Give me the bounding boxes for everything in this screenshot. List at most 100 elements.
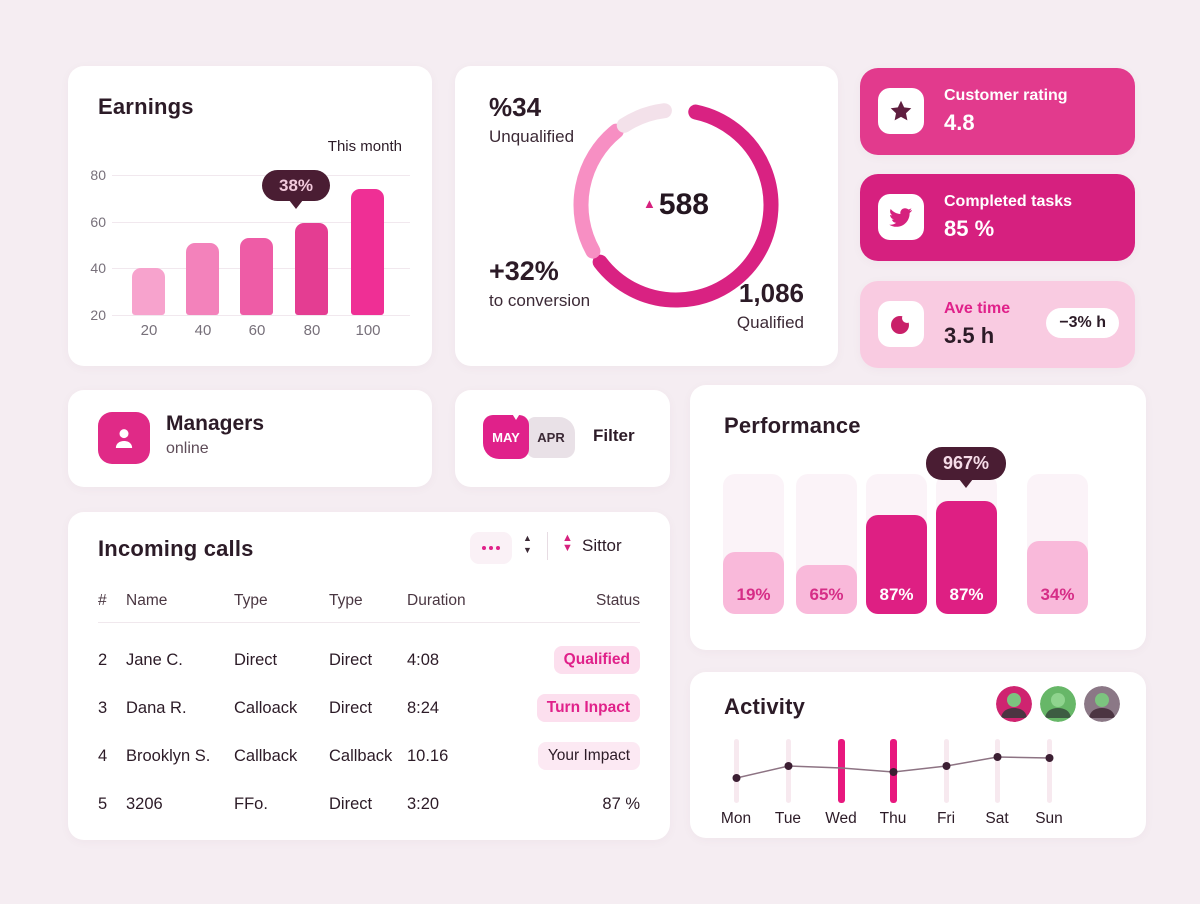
- earnings-legend: This month: [327, 138, 402, 155]
- performance-card: Performance 19% 65% 87% 87% 34% 967%: [690, 385, 1146, 650]
- performance-bar: 87%: [936, 500, 997, 614]
- sort-icon[interactable]: ▲ ▼: [562, 532, 573, 554]
- performance-tooltip: 967%: [926, 447, 1006, 488]
- cell-name: Dana R.: [126, 698, 187, 717]
- col-status: Status: [596, 592, 640, 609]
- divider: [547, 532, 548, 560]
- status-badge: Qualified: [553, 646, 640, 674]
- table-row[interactable]: 4 Brooklyn S. Callback Callback 10.16 Yo…: [98, 732, 640, 780]
- cell-duration: 8:24: [407, 698, 440, 717]
- bar-label: 87%: [949, 585, 984, 604]
- earnings-bar: [132, 268, 165, 315]
- cell-duration: 10.16: [407, 746, 449, 765]
- qualified-label: Qualified: [736, 313, 804, 332]
- tooltip-tail: [289, 200, 303, 209]
- managers-card: Managers online: [68, 390, 432, 487]
- day-label: Tue: [774, 810, 802, 827]
- day-label: Fri: [936, 810, 956, 827]
- managers-title: Managers: [166, 412, 265, 435]
- team-avatars: [996, 686, 1120, 722]
- conversion-label: to conversion: [489, 291, 591, 310]
- day-label: Sun: [1035, 810, 1063, 827]
- unqualified-value: %34: [489, 92, 542, 122]
- bar-label: 87%: [879, 585, 914, 604]
- sort-label[interactable]: Sittor: [582, 536, 622, 555]
- cell-type1: Callback: [234, 746, 298, 765]
- divider: [98, 622, 640, 623]
- earnings-title: Earnings: [98, 94, 194, 119]
- x-axis-tick: 20: [140, 322, 158, 339]
- performance-title: Performance: [724, 413, 861, 438]
- filter-tab-may[interactable]: MAY: [483, 412, 529, 459]
- unqualified-label: Unqualified: [489, 127, 575, 146]
- ave-time-label: Ave time: [944, 300, 1011, 317]
- cell-type2: Direct: [329, 698, 373, 717]
- stepper-control[interactable]: ▲ ▼: [523, 533, 532, 555]
- conversion-donut-card: %34 Unqualified +32% to conversion 1,086…: [455, 66, 838, 366]
- x-axis-tick: 80: [303, 322, 321, 339]
- qualified-stat: 1,086 Qualified: [737, 278, 804, 333]
- donut-chart: [573, 103, 779, 308]
- y-axis-tick: 80: [90, 167, 106, 183]
- tab-apr-label: APR: [537, 430, 565, 445]
- col-name: Name: [126, 592, 168, 609]
- performance-bar: 19%: [723, 552, 784, 614]
- unqualified-stat: %34 Unqualified: [489, 92, 574, 147]
- cell-duration: 4:08: [407, 650, 440, 669]
- more-options-button[interactable]: [470, 532, 512, 564]
- earnings-bar: [351, 189, 384, 315]
- day-label: Thu: [879, 810, 907, 827]
- gridline: [112, 315, 410, 316]
- stepper-down-icon[interactable]: ▼: [523, 545, 532, 555]
- earnings-bar: [240, 238, 273, 315]
- filter-tab-apr[interactable]: APR: [527, 417, 575, 458]
- avatar[interactable]: [1084, 686, 1120, 722]
- customer-rating-card: Customer rating 4.8: [860, 68, 1135, 155]
- cell-type1: Calloack: [234, 698, 298, 717]
- customer-rating-value: 4.8: [944, 110, 975, 135]
- status-value: 87 %: [602, 794, 640, 813]
- tab-notch: [511, 412, 521, 420]
- stepper-up-icon[interactable]: ▲: [523, 533, 532, 543]
- user-icon: [98, 412, 150, 464]
- col-type1: Type: [234, 592, 268, 609]
- table-header: # Name Type Type Duration Status: [98, 592, 640, 610]
- earnings-tooltip-value: 38%: [278, 176, 314, 195]
- day-tick-highlight: [890, 739, 897, 803]
- activity-card: Activity Mon Tue Wed Thu Fri Sat Sun: [690, 672, 1146, 838]
- gridline: [112, 222, 410, 223]
- y-axis-tick: 60: [90, 214, 106, 230]
- day-tick: [1047, 739, 1052, 803]
- qualified-value: 1,086: [738, 278, 804, 308]
- earnings-bar: [295, 223, 328, 315]
- cell-type2: Callback: [329, 746, 393, 765]
- filter-label: Filter: [593, 426, 635, 445]
- table-row[interactable]: 5 3206 FFo. Direct 3:20 87 %: [98, 780, 640, 828]
- day-label: Wed: [825, 810, 857, 827]
- col-duration: Duration: [407, 592, 466, 609]
- avatar[interactable]: [996, 686, 1032, 722]
- table-row[interactable]: 2 Jane C. Direct Direct 4:08 Qualified: [98, 636, 640, 684]
- sort-down-icon[interactable]: ▼: [562, 542, 573, 554]
- cell-num: 2: [98, 650, 108, 669]
- managers-subtitle: online: [166, 440, 209, 457]
- incoming-calls-title: Incoming calls: [98, 536, 254, 561]
- day-label: Sat: [985, 810, 1009, 827]
- filter-card: MAY APR Filter: [455, 390, 670, 487]
- status-badge: Your Impact: [537, 742, 640, 770]
- performance-column: 19%: [723, 474, 784, 614]
- table-row[interactable]: 3 Dana R. Calloack Direct 8:24 Turn Inpa…: [98, 684, 640, 732]
- cell-name: Brooklyn S.: [126, 746, 211, 765]
- day-tick: [995, 739, 1000, 803]
- sort-up-icon[interactable]: ▲: [562, 532, 573, 544]
- day-tick-highlight: [838, 739, 845, 803]
- bird-icon: [878, 194, 924, 240]
- day-tick: [786, 739, 791, 803]
- avatar[interactable]: [1040, 686, 1076, 722]
- day-tick: [734, 739, 739, 803]
- ave-time-card: Ave time 3.5 h −3% h: [860, 281, 1135, 368]
- bar-label: 65%: [809, 585, 844, 604]
- completed-tasks-card: Completed tasks 85 %: [860, 174, 1135, 261]
- bar-label: 34%: [1040, 585, 1075, 604]
- earnings-card: Earnings This month 80 60 40 20 20 40 60…: [68, 66, 432, 366]
